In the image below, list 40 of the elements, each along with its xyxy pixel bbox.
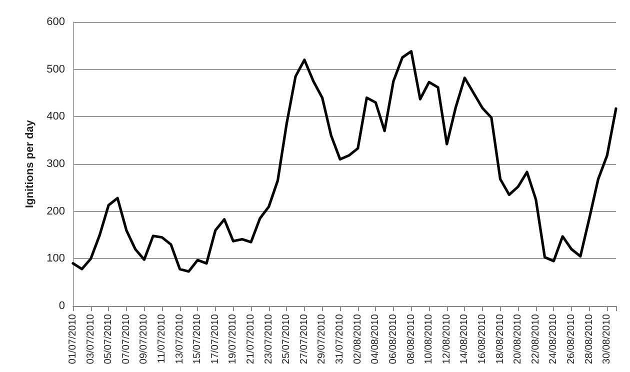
x-tick-label: 20/08/2010 [512, 314, 524, 364]
y-axis-title: Ignitions per day [24, 119, 36, 208]
y-tick-label: 300 [46, 158, 65, 170]
y-tick-label: 0 [58, 300, 65, 312]
x-tick-label: 22/08/2010 [530, 314, 542, 364]
x-tick-label: 31/07/2010 [334, 314, 346, 364]
x-tick-label: 15/07/2010 [192, 314, 204, 364]
x-tick-label: 21/07/2010 [246, 314, 257, 364]
x-tick-label: 09/07/2010 [138, 314, 150, 364]
x-tick-label: 28/08/2010 [584, 314, 595, 364]
x-tick-label: 11/07/2010 [156, 314, 168, 364]
line-series [72, 50, 618, 273]
x-tick-label: 12/08/2010 [441, 314, 452, 364]
x-tick-label: 13/07/2010 [174, 314, 186, 364]
y-tick-label: 500 [46, 63, 65, 76]
y-tick-label: 200 [46, 205, 65, 218]
y-tick-label: 400 [46, 110, 65, 123]
x-tick-label: 24/08/2010 [548, 314, 560, 364]
x-tick-label: 02/08/2010 [352, 314, 364, 364]
x-tick-label: 23/07/2010 [263, 314, 274, 364]
x-tick-label: 03/07/2010 [85, 314, 96, 364]
x-tick-label: 25/07/2010 [281, 314, 292, 364]
x-tick-label: 18/08/2010 [494, 314, 506, 364]
x-tick-label: 29/07/2010 [316, 314, 328, 364]
x-tick-label: 30/08/2010 [602, 314, 613, 364]
x-tick-label: 05/07/2010 [103, 314, 114, 364]
x-tick-label: 08/08/2010 [406, 314, 417, 364]
x-tick-label: 26/08/2010 [566, 314, 577, 364]
x-tick-label: 06/08/2010 [388, 314, 399, 364]
x-tick-label: 19/07/2010 [228, 314, 239, 364]
x-tick-label: 07/07/2010 [120, 314, 132, 364]
x-tick-label: 01/07/2010 [68, 314, 78, 364]
x-tick-label: 04/08/2010 [370, 314, 382, 364]
y-tick-label: 100 [46, 252, 65, 265]
x-tick-label: 16/08/2010 [476, 314, 488, 364]
x-tick-label: 27/07/2010 [298, 314, 310, 364]
x-tick-label: 10/08/2010 [424, 314, 435, 364]
y-tick-label: 600 [46, 16, 65, 28]
x-tick-label: 17/07/2010 [210, 314, 221, 364]
x-tick-label: 14/08/2010 [459, 314, 470, 364]
